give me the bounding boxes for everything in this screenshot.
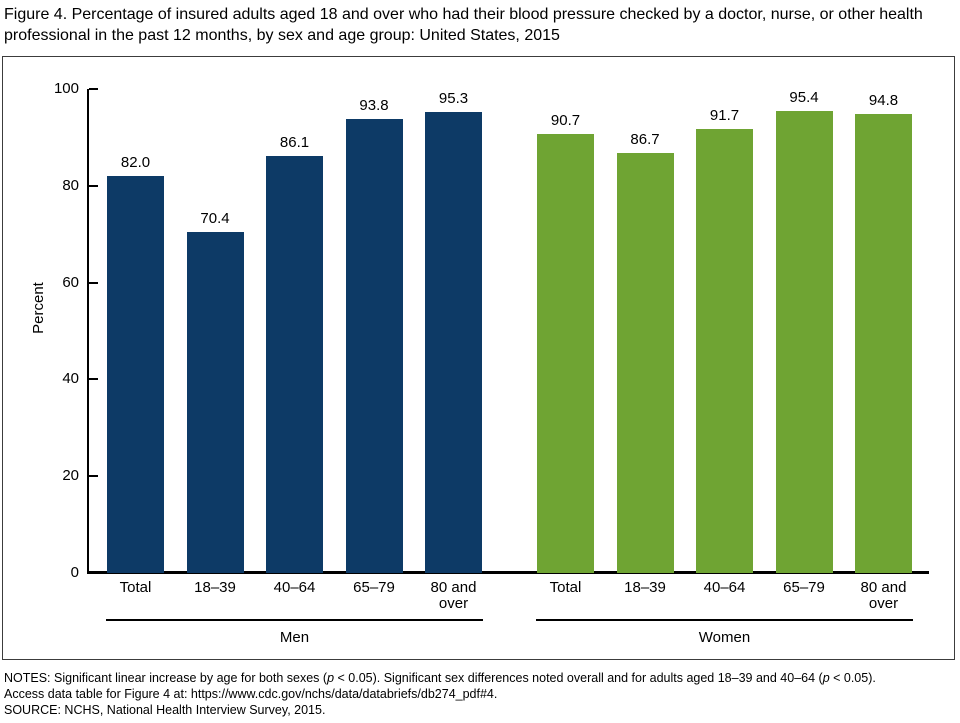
group-label-men: Men (279, 629, 310, 646)
bar-value-label: 90.7 (550, 112, 581, 129)
y-axis-tick-label: 60 (62, 273, 79, 291)
bar-women-80-and-over (855, 114, 912, 573)
bar-value-label: 95.3 (438, 89, 469, 107)
y-axis-tick (89, 281, 98, 284)
bar-men-80-and-over (425, 111, 482, 573)
bar-men-18-39 (186, 232, 244, 573)
y-axis-line (87, 89, 89, 573)
bar-value-label: 95.4 (789, 89, 819, 107)
y-axis-tick-label: 80 (62, 176, 79, 194)
y-axis-tick (89, 184, 98, 187)
chart-box: Percent 0 20 40 60 80 100 82.0 Total 70.4 18–39 86… (2, 56, 955, 660)
bar-value-label: 91.7 (709, 107, 740, 125)
group-underline-women (536, 619, 913, 621)
bar-value-label: 70.4 (200, 210, 230, 228)
y-axis-tick (89, 88, 98, 90)
bar-men-40-64 (266, 156, 323, 573)
figure-notes: NOTES: Significant linear increase by ag… (4, 670, 954, 718)
x-category-label: 18–39 (624, 579, 666, 596)
figure-title: Figure 4. Percentage of insured adults a… (4, 6, 923, 44)
x-category-label: 65–79 (783, 579, 825, 596)
x-category-label: 80 and over (430, 579, 477, 612)
bar-men-total (107, 176, 164, 573)
italic-p: p (327, 671, 335, 685)
y-axis-tick-label: 0 (70, 564, 79, 581)
notes-line-1: NOTES: Significant linear increase by ag… (4, 671, 876, 685)
notes-line-3: SOURCE: NCHS, National Health Interview … (4, 703, 326, 717)
x-category-label: 80 and over (860, 579, 907, 612)
bar-value-label: 93.8 (359, 97, 389, 114)
x-category-label: 40–64 (273, 579, 316, 596)
y-axis-tick-label: 20 (62, 467, 79, 485)
bar-women-65-79 (775, 111, 833, 573)
x-axis-baseline (87, 571, 929, 574)
x-category-label: 40–64 (703, 579, 746, 596)
bar-value-label: 82.0 (120, 154, 151, 172)
y-axis-tick (89, 475, 98, 478)
y-axis-tick-label: 40 (62, 370, 79, 388)
bar-women-total (537, 134, 594, 573)
x-category-label: Total (119, 579, 152, 596)
bar-value-label: 94.8 (868, 92, 899, 110)
y-axis-tick-label: 100 (53, 80, 79, 97)
bar-women-18-39 (616, 153, 674, 573)
group-label-women: Women (698, 629, 751, 646)
x-category-label: 65–79 (353, 579, 395, 596)
y-axis-tick (89, 378, 98, 381)
y-axis-title: Percent (30, 282, 47, 334)
bar-value-label: 86.1 (279, 134, 310, 152)
x-category-label: Total (549, 579, 582, 596)
notes-line-2: Access data table for Figure 4 at: https… (4, 687, 498, 701)
bar-women-40-64 (696, 129, 753, 573)
x-category-label: 18–39 (194, 579, 236, 596)
group-underline-men (106, 619, 483, 621)
bar-value-label: 86.7 (630, 131, 660, 149)
italic-p: p (822, 671, 830, 685)
bar-men-65-79 (345, 119, 403, 573)
